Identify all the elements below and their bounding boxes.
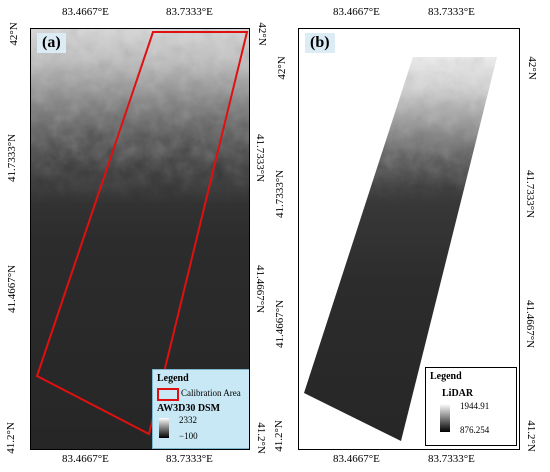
legend-max: 1944.91: [460, 401, 490, 411]
right-tick-label: 41.2°N: [525, 420, 537, 452]
calibration-area-outline: [35, 31, 249, 436]
right-tick-label: 41.7333°N: [524, 169, 536, 219]
top-tick-label: 83.4667°E: [62, 6, 109, 18]
legend-b: Legend LiDAR 1944.91 876.254: [425, 367, 517, 446]
right-tick-label: 42°N: [526, 56, 538, 80]
left-tick-label: 41.2°N: [5, 422, 17, 454]
left-tick-label: 41.7333°N: [274, 169, 286, 219]
bottom-tick-label: 83.7333°E: [166, 453, 213, 465]
legend-title: Legend: [157, 373, 189, 384]
top-tick-label: 83.4667°E: [333, 6, 380, 18]
left-tick-label: 41.2°N: [273, 420, 285, 452]
layer-name: AW3D30 DSM: [157, 403, 221, 414]
legend-max: 2332: [179, 415, 197, 425]
panel-tag: (a): [37, 33, 66, 53]
right-tick-label: 41.2°N: [255, 422, 267, 454]
calibration-swatch: [157, 388, 179, 401]
color-ramp: [440, 404, 450, 432]
bottom-tick-label: 83.7333°E: [428, 453, 475, 465]
dsm-raster: [31, 29, 249, 449]
legend-min: 876.254: [460, 425, 490, 435]
calibration-label: Calibration Area: [181, 388, 241, 398]
color-ramp: [159, 418, 169, 438]
bottom-tick-label: 83.4667°E: [333, 453, 380, 465]
right-tick-label: 41.4667°N: [524, 299, 536, 349]
top-tick-label: 83.7333°E: [166, 6, 213, 18]
lidar-map-frame: (b) Legend LiDAR 1944.91 876.254: [298, 28, 520, 450]
left-tick-label: 41.7333°N: [6, 133, 18, 183]
layer-name: LiDAR: [442, 388, 474, 399]
right-tick-label: 41.4667°N: [254, 264, 266, 314]
legend-title: Legend: [430, 371, 462, 382]
right-tick-label: 42°N: [256, 22, 268, 46]
left-tick-label: 42°N: [8, 22, 20, 46]
panel-tag: (b): [305, 33, 335, 53]
legend-a: Legend Calibration Area AW3D30 DSM 2332 …: [152, 369, 249, 449]
dsm-map-frame: (a) Legend Calibration Area AW3D30 DSM 2…: [30, 28, 250, 450]
panel-b: 83.4667°E 83.7333°E 83.4667°E 83.7333°E …: [273, 0, 550, 472]
legend-min: −100: [179, 431, 198, 441]
panel-a: 83.4667°E 83.7333°E 83.4667°E 83.7333°E …: [5, 6, 268, 465]
right-tick-label: 41.7333°N: [254, 133, 266, 183]
left-tick-label: 41.4667°N: [6, 264, 18, 314]
left-tick-label: 42°N: [276, 56, 288, 80]
bottom-tick-label: 83.4667°E: [62, 453, 109, 465]
left-tick-label: 41.4667°N: [274, 299, 286, 349]
top-tick-label: 83.7333°E: [428, 6, 475, 18]
